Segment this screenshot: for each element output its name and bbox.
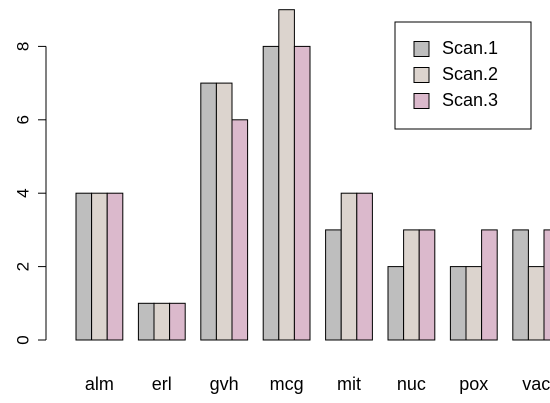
bar-nuc-scan-3 [418, 229, 436, 341]
bar-pox-scan-3 [481, 229, 498, 341]
bar-erl-scan-2 [153, 302, 171, 341]
bar-erl-scan-3 [169, 302, 186, 341]
legend: Scan.1 Scan.2 Scan.3 [394, 21, 532, 130]
bar-alm-scan-2 [91, 192, 108, 341]
x-tick-label-gvh: gvh [210, 374, 239, 394]
bar-nuc-scan-1 [387, 266, 405, 341]
bar-pox-scan-1 [449, 266, 467, 341]
y-tick-label: 2 [13, 262, 32, 271]
y-tick-label: 8 [13, 42, 32, 51]
bar-mit-scan-1 [325, 229, 342, 341]
legend-label-scan-3: Scan.3 [442, 90, 498, 110]
bar-mcg-scan-3 [293, 45, 311, 341]
y-tick-label: 6 [13, 115, 32, 124]
legend-label-scan-1: Scan.1 [442, 38, 498, 58]
bar-erl-scan-1 [137, 302, 155, 341]
x-tick-label-pox: pox [459, 374, 488, 394]
y-tick-label: 0 [13, 335, 32, 344]
bar-vac-scan-1 [512, 229, 529, 341]
bar-mcg-scan-1 [262, 45, 280, 341]
y-tick-label: 4 [13, 188, 32, 197]
bar-alm-scan-3 [106, 192, 124, 341]
x-tick-label-alm: alm [85, 374, 114, 394]
legend-swatch-scan-2 [413, 67, 430, 83]
bar-gvh-scan-2 [215, 82, 233, 341]
legend-swatch-scan-3 [413, 93, 430, 109]
bar-gvh-scan-3 [231, 119, 249, 341]
bar-vac-scan-3 [543, 229, 550, 341]
x-category-labels: alm erl gvh mcg mit nuc pox vac [85, 374, 550, 394]
bars-layer [75, 9, 550, 341]
x-tick-label-vac: vac [522, 374, 550, 394]
bar-vac-scan-2 [527, 266, 545, 341]
x-tick-label-nuc: nuc [397, 374, 426, 394]
bar-gvh-scan-1 [200, 82, 217, 341]
x-tick-label-mit: mit [337, 374, 361, 394]
bar-mcg-scan-2 [278, 9, 295, 341]
x-tick-label-mcg: mcg [270, 374, 304, 394]
bar-pox-scan-2 [465, 266, 483, 341]
bar-nuc-scan-2 [403, 229, 420, 341]
bar-alm-scan-1 [75, 192, 93, 341]
x-tick-label-erl: erl [152, 374, 172, 394]
bar-mit-scan-3 [356, 192, 373, 341]
legend-label-scan-2: Scan.2 [442, 64, 498, 84]
y-axis: 0 2 4 6 8 [13, 42, 47, 345]
bar-mit-scan-2 [340, 192, 358, 341]
legend-swatch-scan-1 [413, 41, 430, 57]
